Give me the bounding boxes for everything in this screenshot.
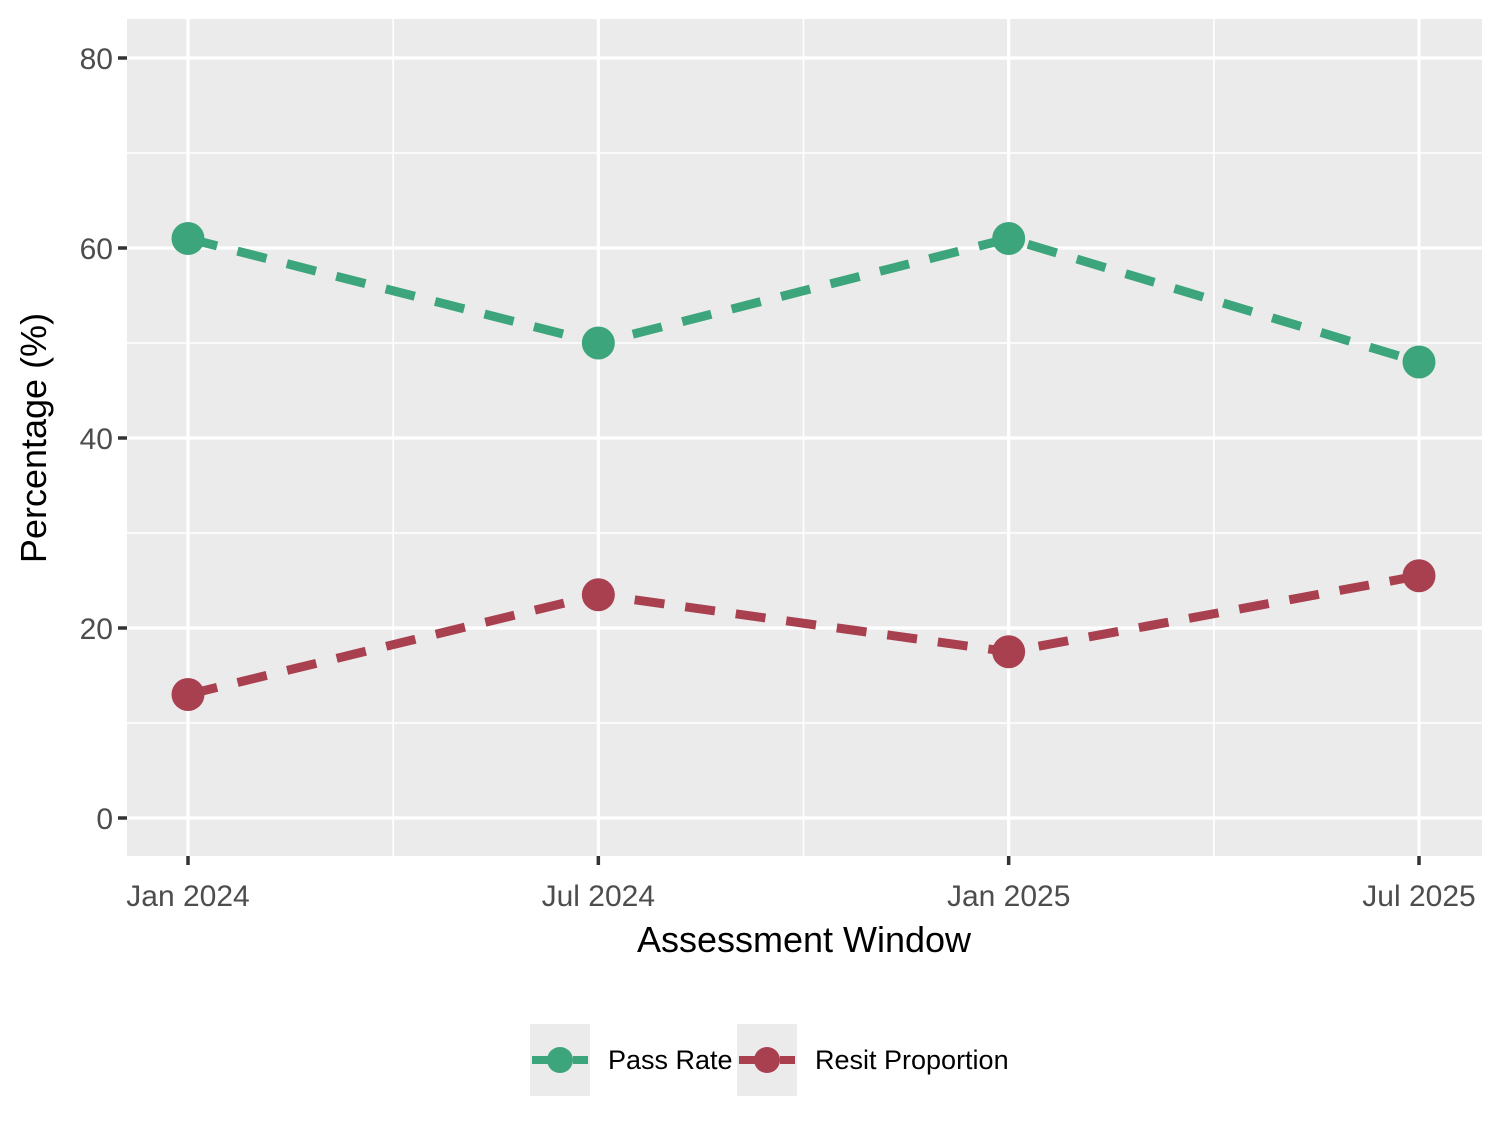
- series-line-resit-proportion: [186, 571, 1420, 699]
- data-point-pass-rate: [171, 222, 205, 255]
- legend-key-point-resit-proportion: [754, 1047, 780, 1073]
- x-axis-tick-label: Jul 2025: [1362, 880, 1475, 913]
- chart-legend: Pass Rate Resit Proportion: [530, 1024, 1009, 1096]
- data-point-pass-rate: [992, 222, 1026, 255]
- data-point-resit-proportion: [1402, 559, 1436, 593]
- x-axis-title: Assessment Window: [637, 919, 972, 960]
- y-axis-tick-label: 20: [80, 613, 113, 646]
- legend-label-pass-rate: Pass Rate: [608, 1045, 733, 1075]
- series-line-pass-rate: [186, 233, 1421, 367]
- axis-tick-labels: 0 20 40 60 80 Jan 2024 Jul 2024 Jan 2025 Jul 202…: [80, 43, 1476, 913]
- legend-label-resit-proportion: Resit Proportion: [815, 1045, 1009, 1075]
- data-point-resit-proportion: [581, 578, 615, 612]
- y-axis-tick-label: 0: [96, 803, 113, 836]
- x-axis-tick-label: Jul 2024: [542, 880, 655, 913]
- legend-key-point-pass-rate: [547, 1047, 573, 1073]
- data-point-resit-proportion: [992, 635, 1026, 669]
- data-series: [171, 222, 1436, 711]
- major-gridlines: [127, 19, 1482, 856]
- y-axis-tick-label: 40: [80, 423, 113, 456]
- y-axis-tick-label: 80: [80, 43, 113, 76]
- y-axis-tick-label: 60: [80, 233, 113, 266]
- x-axis-tick-label: Jan 2024: [126, 880, 249, 913]
- data-point-resit-proportion: [171, 678, 205, 711]
- data-point-pass-rate: [1402, 345, 1436, 379]
- axis-tick-marks: [118, 56, 1421, 865]
- y-axis-title: Percentage (%): [13, 313, 54, 563]
- x-axis-tick-label: Jan 2025: [947, 880, 1070, 913]
- data-point-pass-rate: [581, 326, 615, 360]
